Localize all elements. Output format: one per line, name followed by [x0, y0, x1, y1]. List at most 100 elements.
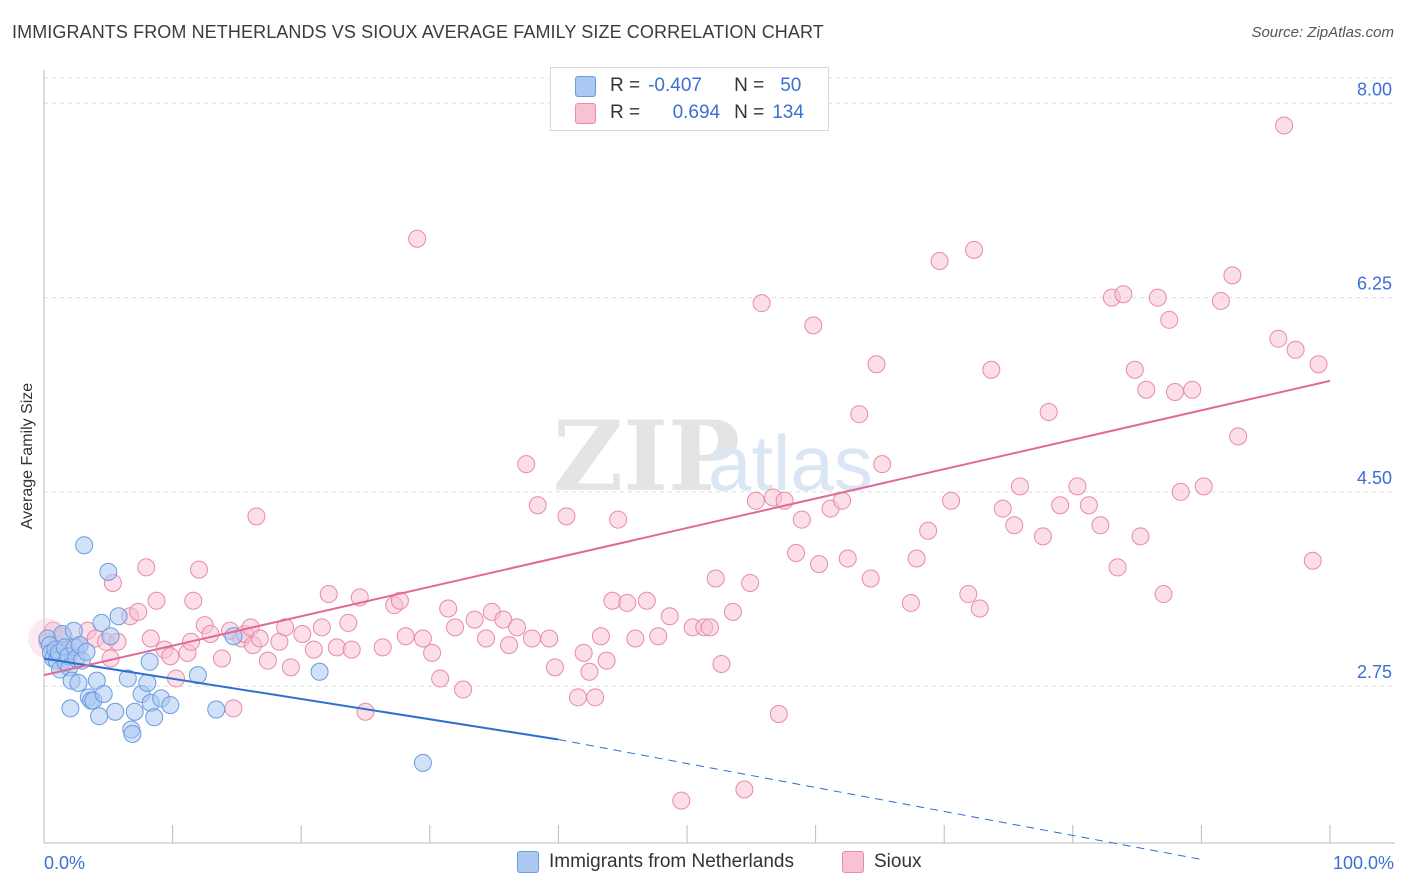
- sioux-point: [201, 625, 220, 644]
- sioux-point: [1303, 551, 1322, 570]
- series-legend: Immigrants from Netherlands Sioux: [0, 851, 1406, 877]
- x-tick-label-min: 0.0%: [44, 853, 86, 873]
- netherlands-point: [101, 627, 120, 646]
- sioux-point: [1154, 585, 1173, 604]
- sioux-point: [413, 629, 432, 648]
- legend-n-label: N =: [734, 102, 765, 123]
- sioux-point: [982, 360, 1001, 379]
- sioux-point: [1223, 266, 1242, 285]
- sioux-point: [660, 607, 679, 626]
- sioux-point: [147, 591, 166, 610]
- netherlands-point: [310, 662, 329, 681]
- sioux-point: [129, 602, 148, 621]
- sioux-point: [431, 669, 450, 688]
- y-tick-label: 6.25: [1357, 274, 1392, 294]
- legend-label-netherlands: Immigrants from Netherlands: [549, 851, 794, 872]
- sioux-point: [873, 455, 892, 474]
- netherlands-point: [140, 652, 159, 671]
- sioux-point: [1165, 382, 1184, 401]
- netherlands-points: [38, 536, 432, 772]
- sioux-point: [568, 688, 587, 707]
- sioux-point: [522, 629, 541, 648]
- sioux-point: [319, 585, 338, 604]
- sioux-point: [396, 627, 415, 646]
- sioux-point: [304, 640, 323, 659]
- sioux-point: [867, 355, 886, 374]
- sioux-point: [342, 640, 361, 659]
- netherlands-point: [92, 613, 111, 632]
- legend-swatch-netherlands: [517, 851, 539, 873]
- sioux-point: [408, 229, 427, 248]
- sioux-point: [586, 688, 605, 707]
- sioux-point: [1137, 380, 1156, 399]
- sioux-point: [454, 680, 473, 699]
- sioux-point: [281, 658, 300, 677]
- sioux-point: [1010, 477, 1029, 496]
- netherlands-point: [125, 702, 144, 721]
- legend-item-sioux: Sioux: [842, 851, 922, 873]
- y-tick-label: 2.75: [1357, 662, 1392, 682]
- sioux-point: [1114, 285, 1133, 304]
- netherlands-point: [138, 673, 157, 692]
- trend-lines: [43, 379, 1331, 860]
- legend-r-value: -0.407: [648, 75, 702, 96]
- sioux-point: [545, 658, 564, 677]
- sioux-point: [752, 294, 771, 313]
- sioux-point: [1160, 310, 1179, 329]
- netherlands-point: [118, 669, 137, 688]
- legend-n-value: 134: [772, 102, 804, 123]
- sioux-point: [603, 591, 622, 610]
- sioux-point: [970, 599, 989, 618]
- netherlands-point: [145, 708, 164, 727]
- sioux-point: [919, 521, 938, 540]
- sioux-point: [1039, 402, 1058, 421]
- sioux-point: [700, 618, 719, 637]
- sioux-point: [649, 627, 668, 646]
- sioux-point: [1148, 288, 1167, 307]
- netherlands-point: [90, 707, 109, 726]
- sioux-point: [190, 560, 209, 579]
- sioux-point: [500, 636, 519, 655]
- sioux-point: [787, 543, 806, 562]
- netherlands-point: [99, 562, 118, 581]
- legend-item-netherlands: Immigrants from Netherlands: [517, 851, 794, 873]
- sioux-point: [930, 251, 949, 270]
- sioux-point: [1051, 496, 1070, 515]
- sioux-point: [735, 780, 754, 799]
- sioux-point: [993, 499, 1012, 518]
- y-tick-labels: 2.75 4.50 6.25 8.00: [1357, 79, 1392, 682]
- sioux-point: [1309, 355, 1328, 374]
- sioux-point: [1068, 477, 1087, 496]
- watermark-text: atlas: [708, 419, 873, 507]
- legend-r-value: 0.694: [672, 102, 721, 123]
- sioux-point: [184, 591, 203, 610]
- sioux-point: [942, 491, 961, 510]
- sioux-point: [1229, 427, 1248, 446]
- watermark-text: ZIP: [553, 400, 740, 513]
- legend-swatch-sioux: [575, 102, 596, 124]
- correlation-legend: R = -0.407 N = 50 R = 0.694 N = 134: [550, 67, 829, 131]
- legend-swatch-netherlands: [575, 75, 596, 97]
- sioux-point: [804, 316, 823, 335]
- sioux-point: [224, 699, 243, 718]
- sioux-point: [327, 638, 346, 657]
- sioux-point: [528, 496, 547, 515]
- legend-r-label: R =: [610, 75, 641, 96]
- sioux-point: [591, 627, 610, 646]
- netherlands-point: [413, 753, 432, 772]
- sioux-point: [1033, 527, 1052, 546]
- sioux-point: [769, 704, 788, 723]
- sioux-point: [1079, 496, 1098, 515]
- sioux-point: [1275, 116, 1294, 135]
- netherlands-point: [161, 696, 180, 715]
- sioux-point: [465, 610, 484, 629]
- sioux-point: [373, 638, 392, 657]
- sioux-point: [609, 510, 628, 529]
- legend-n-label: N =: [734, 75, 765, 96]
- sioux-point: [723, 602, 742, 621]
- netherlands-point: [94, 684, 113, 703]
- legend-row-netherlands: R = -0.407 N = 50: [575, 73, 801, 99]
- netherlands-point: [109, 607, 128, 626]
- sioux-point: [494, 610, 513, 629]
